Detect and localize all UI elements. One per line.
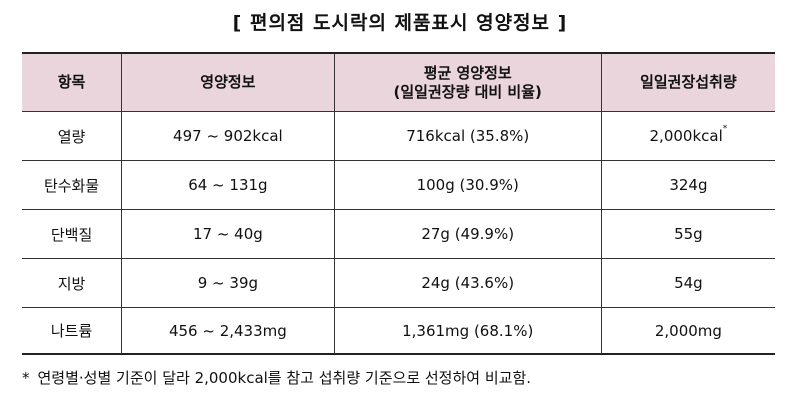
cell-text: 24g (43.6%) xyxy=(421,274,515,292)
cell-text: 100g (30.9%) xyxy=(416,176,519,194)
table-cell: 1,361mg (68.1%) xyxy=(333,307,602,355)
nutrition-table: 항목 영양정보 평균 영양정보 (일일권장량 대비 비율) 일일권장섭취량 열량 497 … xyxy=(22,52,775,355)
header-row: 항목 영양정보 평균 영양정보 (일일권장량 대비 비율) 일일권장섭취량 xyxy=(22,52,775,112)
table-cell: 9 ~ 39g xyxy=(121,258,335,308)
table-cell: 456 ~ 2,433mg xyxy=(121,307,335,355)
footnote-marker: * xyxy=(22,369,30,387)
header-cell: 영양정보 xyxy=(121,52,335,112)
cell-text: 지방 xyxy=(57,274,86,293)
header-cell: 평균 영양정보 (일일권장량 대비 비율) xyxy=(333,52,602,112)
table-row: 나트륨 456 ~ 2,433mg 1,361mg (68.1%) 2,000mg xyxy=(22,307,775,355)
table-cell: 단백질 xyxy=(22,209,123,259)
table-cell: 지방 xyxy=(22,258,123,308)
header-cell: 일일권장섭취량 xyxy=(600,52,775,112)
table-row: 열량 497 ~ 902kcal 716kcal (35.8%) 2,000kcal* xyxy=(22,111,775,161)
cell-text: 탄수화물 xyxy=(43,176,100,195)
footnote-text: 연령별·성별 기준이 달라 2,000kcal를 참고 섭취량 기준으로 선정하… xyxy=(37,369,532,387)
header-text: 항목 xyxy=(57,73,86,91)
cell-text: 324g xyxy=(669,176,708,194)
footnote: * 연령별·성별 기준이 달라 2,000kcal를 참고 섭취량 기준으로 선정… xyxy=(22,367,531,388)
cell-text: 2,000kcal xyxy=(649,127,723,145)
cell-text: 단백질 xyxy=(50,225,93,244)
table-cell: 17 ~ 40g xyxy=(121,209,335,259)
cell-text: 456 ~ 2,433mg xyxy=(168,321,287,340)
table-cell: 64 ~ 131g xyxy=(121,160,335,210)
header-text: (일일권장량 대비 비율) xyxy=(393,82,542,101)
table-cell: 324g xyxy=(600,160,775,210)
table-header: 항목 영양정보 평균 영양정보 (일일권장량 대비 비율) 일일권장섭취량 xyxy=(22,52,775,112)
table-body: 열량 497 ~ 902kcal 716kcal (35.8%) 2,000kcal*… xyxy=(22,111,775,355)
table-cell: 497 ~ 902kcal xyxy=(121,111,335,161)
table-cell: 55g xyxy=(600,209,775,259)
cell-text: 1,361mg (68.1%) xyxy=(402,321,534,340)
cell-text: 55g xyxy=(674,225,703,243)
table-row: 단백질 17 ~ 40g 27g (49.9%) 55g xyxy=(22,209,775,259)
table-cell: 탄수화물 xyxy=(22,160,123,210)
cell-text: 64 ~ 131g xyxy=(188,176,268,194)
cell-text: 27g (49.9%) xyxy=(421,225,515,243)
table-cell: 나트륨 xyxy=(22,307,123,355)
cell-text: 나트륨 xyxy=(50,322,93,340)
cell-text: 716kcal (35.8%) xyxy=(406,127,530,145)
table-cell: 27g (49.9%) xyxy=(333,209,602,259)
table-cell: 54g xyxy=(600,258,775,308)
header-text: 평균 영양정보 xyxy=(423,63,512,82)
header-cell: 항목 xyxy=(22,52,123,112)
cell-text: 497 ~ 902kcal xyxy=(173,127,283,145)
note-marker: * xyxy=(722,124,728,134)
table-row: 지방 9 ~ 39g 24g (43.6%) 54g xyxy=(22,258,775,308)
table-cell: 열량 xyxy=(22,111,123,161)
cell-text: 54g xyxy=(674,274,703,292)
cell-text: 17 ~ 40g xyxy=(192,225,263,243)
cell-text: 2,000mg xyxy=(654,321,722,340)
header-text: 일일권장섭취량 xyxy=(640,73,737,91)
cell-text: 열량 xyxy=(57,127,86,146)
table-cell: 24g (43.6%) xyxy=(333,258,602,308)
table-cell: 2,000kcal* xyxy=(600,111,775,161)
header-text: 영양정보 xyxy=(200,73,256,91)
title: [ 편의점 도시락의 제품표시 영양정보 ] xyxy=(232,12,568,34)
table-row: 탄수화물 64 ~ 131g 100g (30.9%) 324g xyxy=(22,160,775,210)
table-cell: 100g (30.9%) xyxy=(333,160,602,210)
table-cell: 716kcal (35.8%) xyxy=(333,111,602,161)
cell-text: 9 ~ 39g xyxy=(197,274,259,292)
table-cell: 2,000mg xyxy=(600,307,775,355)
